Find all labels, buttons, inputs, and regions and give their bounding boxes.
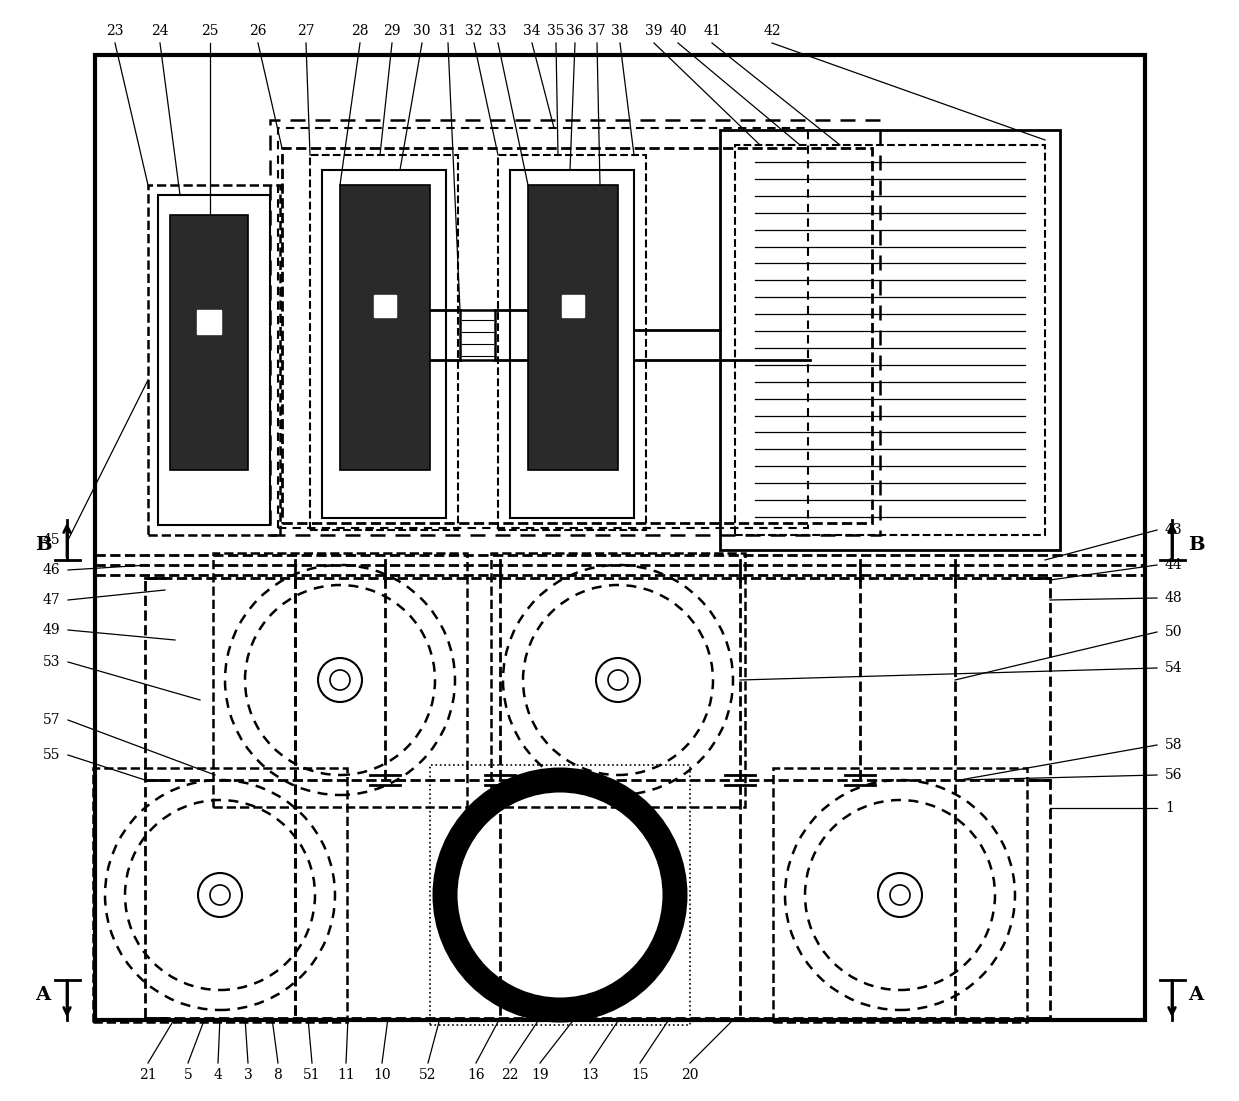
Text: 34: 34 — [523, 24, 540, 39]
Text: 22: 22 — [502, 1068, 519, 1082]
Text: 50: 50 — [1165, 625, 1182, 639]
Bar — [93, 768, 347, 1022]
Text: 56: 56 — [1165, 768, 1182, 782]
Text: 45: 45 — [42, 533, 59, 547]
Text: 16: 16 — [467, 1068, 484, 1082]
Bar — [735, 145, 1044, 535]
Bar — [720, 130, 1061, 550]
Bar — [213, 553, 467, 807]
Bar — [374, 295, 396, 317]
Bar — [510, 170, 634, 517]
Text: 8: 8 — [274, 1068, 282, 1082]
Bar — [430, 765, 690, 1025]
Bar — [278, 128, 808, 528]
Bar — [773, 768, 1027, 1022]
Text: 57: 57 — [42, 713, 59, 727]
Text: 10: 10 — [373, 1068, 390, 1082]
Text: A: A — [1188, 986, 1203, 1004]
Text: 19: 19 — [532, 1068, 549, 1082]
Text: 23: 23 — [107, 24, 124, 39]
Text: 15: 15 — [631, 1068, 649, 1082]
Bar — [197, 310, 221, 334]
Text: 40: 40 — [669, 24, 686, 39]
Text: A: A — [36, 986, 51, 1004]
Text: 25: 25 — [201, 24, 219, 39]
Text: 30: 30 — [414, 24, 431, 39]
Text: 28: 28 — [351, 24, 369, 39]
Text: 31: 31 — [439, 24, 457, 39]
Text: 52: 52 — [419, 1068, 437, 1082]
Text: 39: 39 — [646, 24, 663, 39]
Text: B: B — [35, 536, 51, 554]
Text: 21: 21 — [139, 1068, 157, 1082]
Text: 33: 33 — [489, 24, 507, 39]
Text: 11: 11 — [337, 1068, 354, 1082]
Text: 43: 43 — [1165, 523, 1182, 537]
Text: 27: 27 — [297, 24, 315, 39]
Text: 35: 35 — [548, 24, 565, 39]
Bar — [145, 578, 1049, 1018]
Bar — [270, 120, 880, 535]
Bar — [159, 195, 270, 525]
Text: 36: 36 — [566, 24, 584, 39]
Bar — [339, 185, 430, 470]
Bar — [282, 148, 872, 523]
Text: 53: 53 — [42, 655, 59, 669]
Text: 42: 42 — [763, 24, 781, 39]
Text: 5: 5 — [183, 1068, 192, 1082]
Bar — [528, 185, 618, 470]
Bar — [491, 553, 745, 807]
Text: 48: 48 — [1165, 591, 1182, 606]
Text: 51: 51 — [304, 1068, 321, 1082]
Text: 55: 55 — [42, 748, 59, 762]
Text: 49: 49 — [42, 623, 59, 637]
Bar — [498, 155, 646, 530]
Text: 32: 32 — [466, 24, 483, 39]
Bar — [460, 310, 496, 360]
Text: 13: 13 — [581, 1068, 598, 1082]
Text: 46: 46 — [42, 563, 59, 577]
Text: 24: 24 — [151, 24, 169, 39]
Text: 58: 58 — [1165, 738, 1182, 752]
Bar — [147, 185, 280, 535]
Bar — [322, 170, 446, 517]
Text: 54: 54 — [1165, 661, 1182, 675]
Bar — [170, 215, 248, 470]
Text: 29: 29 — [383, 24, 400, 39]
Bar — [95, 55, 1145, 1020]
Text: 3: 3 — [244, 1068, 253, 1082]
Text: 1: 1 — [1165, 802, 1173, 815]
Text: B: B — [1188, 536, 1204, 554]
Text: 20: 20 — [681, 1068, 699, 1082]
Text: 4: 4 — [213, 1068, 223, 1082]
Text: 26: 26 — [249, 24, 266, 39]
Text: 38: 38 — [611, 24, 628, 39]
Bar — [563, 295, 584, 317]
Text: 41: 41 — [703, 24, 721, 39]
Text: 37: 37 — [589, 24, 606, 39]
Bar — [310, 155, 458, 530]
Text: 47: 47 — [42, 593, 59, 607]
Text: 44: 44 — [1165, 558, 1183, 573]
